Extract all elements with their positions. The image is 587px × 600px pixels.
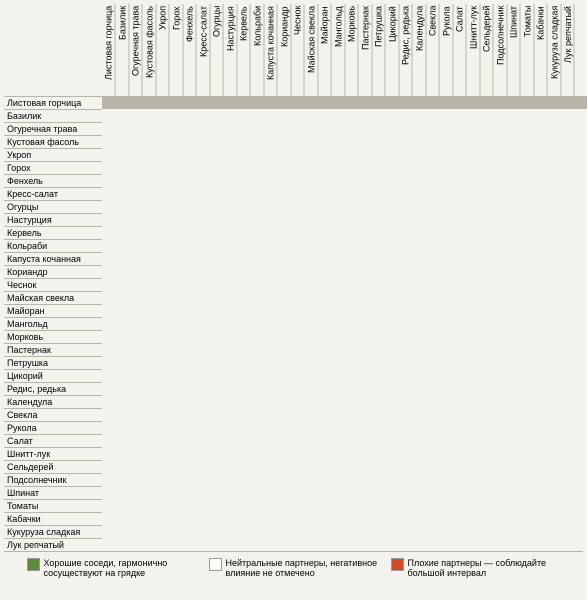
legend-swatch	[391, 558, 404, 571]
row-header: Шпинат	[4, 486, 102, 499]
row-header: Редис, редька	[4, 382, 102, 395]
col-header: Кабачки	[534, 4, 548, 96]
row-header: Кервель	[4, 226, 102, 239]
col-header: Настурция	[224, 4, 238, 96]
row-header: Подсолнечник	[4, 473, 102, 486]
col-header: Листовая горчица	[102, 4, 116, 96]
col-header: Кервель	[237, 4, 251, 96]
row-header: Кориандр	[4, 265, 102, 278]
col-header: Огуречная трава	[129, 4, 143, 96]
col-header: Шпинат	[507, 4, 521, 96]
col-header: Рукола	[440, 4, 454, 96]
row-header: Листовая горчица	[4, 96, 102, 109]
col-header: Огурцы	[210, 4, 224, 96]
legend-item: Нейтральные партнеры, негативное влияние…	[209, 558, 379, 578]
legend: Хорошие соседи, гармонично сосуществуют …	[4, 558, 583, 578]
legend-swatch	[209, 558, 222, 571]
row-header: Настурция	[4, 213, 102, 226]
row-header: Кресс-салат	[4, 187, 102, 200]
col-header: Салат	[453, 4, 467, 96]
row-header: Чеснок	[4, 278, 102, 291]
row-header: Пастернак	[4, 343, 102, 356]
legend-item: Плохие партнеры — соблюдайте большой инт…	[391, 558, 561, 578]
col-header: Фенхель	[183, 4, 197, 96]
col-header: Кольраби	[251, 4, 265, 96]
row-header: Рукола	[4, 421, 102, 434]
col-header: Редис, редька	[399, 4, 413, 96]
row-header: Шнитт-лук	[4, 447, 102, 460]
col-header: Капуста кочанная	[264, 4, 278, 96]
row-header: Календула	[4, 395, 102, 408]
col-header: Майская свекла	[305, 4, 319, 96]
col-header: Петрушка	[372, 4, 386, 96]
col-header: Горох	[170, 4, 184, 96]
row-header: Кабачки	[4, 512, 102, 525]
row-headers: Листовая горчицаБазиликОгуречная траваКу…	[4, 96, 102, 552]
row-header: Свекла	[4, 408, 102, 421]
legend-text: Плохие партнеры — соблюдайте большой инт…	[408, 558, 561, 578]
col-header: Календула	[413, 4, 427, 96]
legend-swatch	[27, 558, 40, 571]
col-header: Сельдерей	[480, 4, 494, 96]
col-header: Кресс-салат	[197, 4, 211, 96]
row-header: Кустовая фасоль	[4, 135, 102, 148]
row-header: Томаты	[4, 499, 102, 512]
col-header: Морковь	[345, 4, 359, 96]
row-header: Горох	[4, 161, 102, 174]
companion-planting-matrix: Листовая горчицаБазиликОгуречная траваКу…	[4, 4, 583, 552]
row-header: Морковь	[4, 330, 102, 343]
row-header: Майоран	[4, 304, 102, 317]
col-header: Базилик	[116, 4, 130, 96]
matrix-grid	[102, 96, 583, 552]
col-header: Томаты	[521, 4, 535, 96]
row-header: Капуста кочанная	[4, 252, 102, 265]
col-header: Шнитт-лук	[467, 4, 481, 96]
col-header: Кориандр	[278, 4, 292, 96]
row-header: Кукуруза сладкая	[4, 525, 102, 538]
col-header: Кустовая фасоль	[143, 4, 157, 96]
row-header: Салат	[4, 434, 102, 447]
legend-text: Нейтральные партнеры, негативное влияние…	[226, 558, 379, 578]
row-header: Майская свекла	[4, 291, 102, 304]
row-header: Кольраби	[4, 239, 102, 252]
row-header: Цикорий	[4, 369, 102, 382]
col-header: Пастернак	[359, 4, 373, 96]
row-header: Базилик	[4, 109, 102, 122]
col-header: Подсолнечник	[494, 4, 508, 96]
row-header: Огурцы	[4, 200, 102, 213]
row-header: Сельдерей	[4, 460, 102, 473]
legend-text: Хорошие соседи, гармонично сосуществуют …	[44, 558, 197, 578]
col-header: Майоран	[318, 4, 332, 96]
row-header: Петрушка	[4, 356, 102, 369]
col-header: Мангольд	[332, 4, 346, 96]
row-header: Лук репчатый	[4, 538, 102, 551]
row-header: Фенхель	[4, 174, 102, 187]
col-header: Цикорий	[386, 4, 400, 96]
col-header: Кукуруза сладкая	[548, 4, 562, 96]
row-header: Укроп	[4, 148, 102, 161]
legend-item: Хорошие соседи, гармонично сосуществуют …	[27, 558, 197, 578]
row-header: Огуречная трава	[4, 122, 102, 135]
col-header: Свекла	[426, 4, 440, 96]
row-header: Мангольд	[4, 317, 102, 330]
col-header: Лук репчатый	[561, 4, 575, 96]
column-headers: Листовая горчицаБазиликОгуречная траваКу…	[102, 4, 583, 96]
col-header: Укроп	[156, 4, 170, 96]
col-header: Чеснок	[291, 4, 305, 96]
